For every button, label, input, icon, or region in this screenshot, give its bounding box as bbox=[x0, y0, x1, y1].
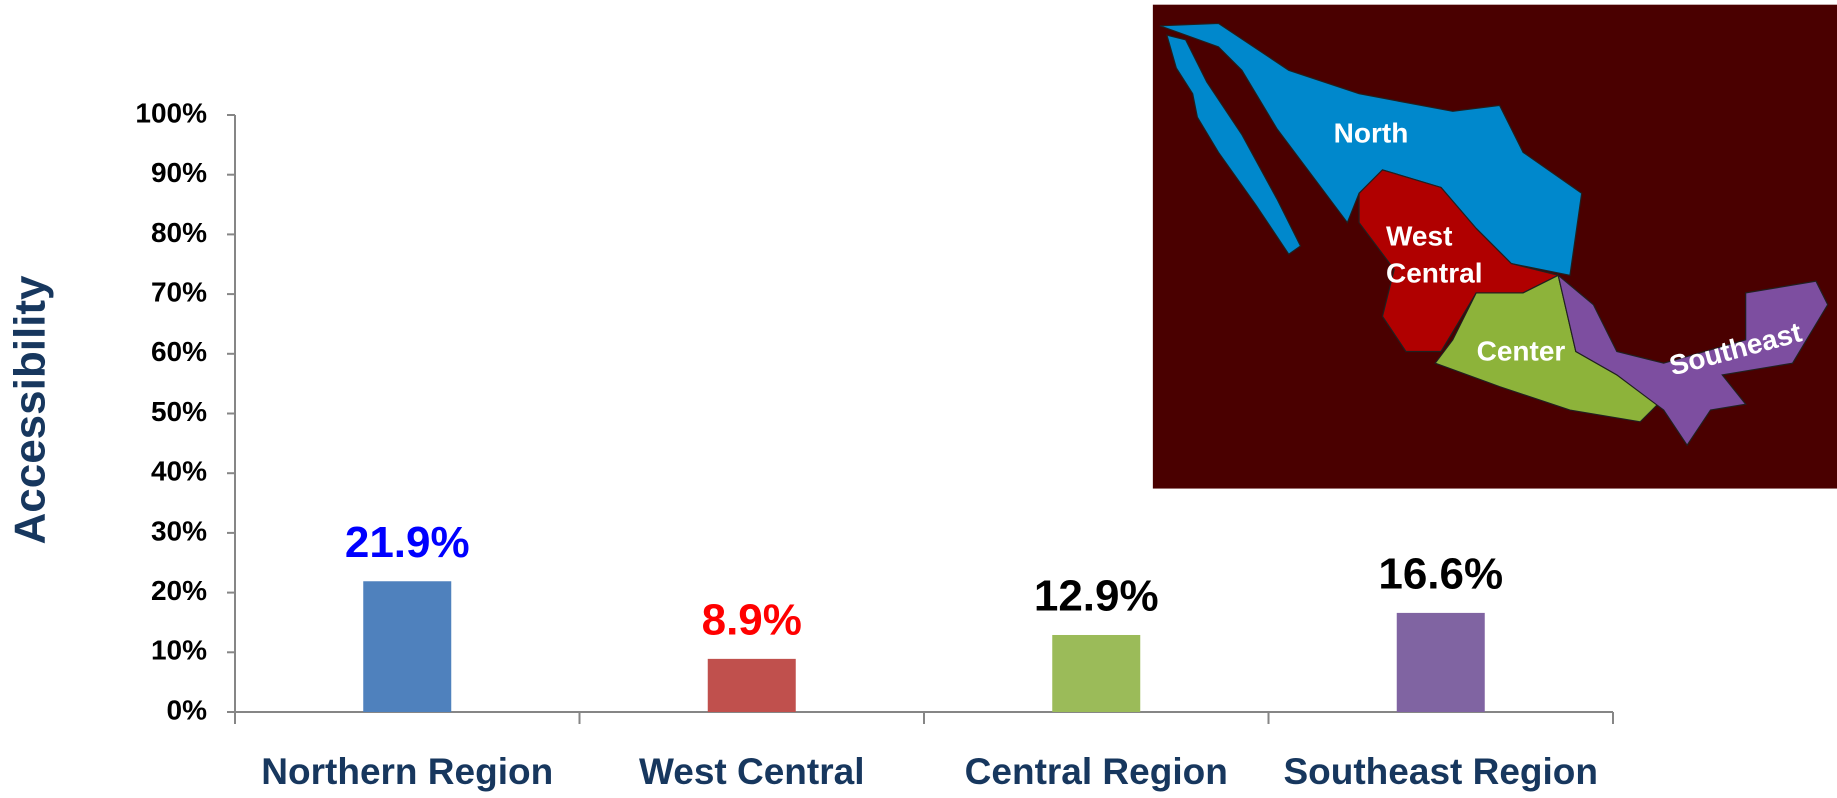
map-southeast bbox=[1557, 273, 1829, 447]
y-tick-label: 70% bbox=[151, 276, 207, 307]
y-tick-label: 100% bbox=[135, 97, 207, 128]
y-tick-label: 10% bbox=[151, 635, 207, 666]
y-tick-label: 50% bbox=[151, 396, 207, 427]
y-tick-label: 30% bbox=[151, 515, 207, 546]
value-label: 21.9% bbox=[345, 518, 470, 567]
map-center bbox=[1434, 274, 1665, 423]
map-baja bbox=[1166, 34, 1302, 256]
bar bbox=[1052, 634, 1141, 712]
y-tick-label: 20% bbox=[151, 575, 207, 606]
y-tick-label: 40% bbox=[151, 456, 207, 487]
map-label: Central bbox=[1386, 257, 1482, 288]
x-tick-label: Central Region bbox=[965, 751, 1228, 792]
value-label: 16.6% bbox=[1378, 550, 1503, 599]
x-tick-label: Southeast Region bbox=[1283, 751, 1598, 792]
x-tick-label: Northern Region bbox=[261, 751, 553, 792]
y-tick-label: 90% bbox=[151, 157, 207, 188]
value-label: 8.9% bbox=[702, 595, 802, 644]
map-label: West bbox=[1386, 220, 1452, 251]
bar bbox=[1396, 612, 1485, 712]
x-tick-label: West Central bbox=[639, 751, 865, 792]
bar bbox=[363, 581, 452, 712]
y-tick-label: 60% bbox=[151, 336, 207, 367]
y-tick-label: 0% bbox=[167, 694, 208, 725]
y-tick-label: 80% bbox=[151, 217, 207, 248]
map-label: Center bbox=[1477, 335, 1566, 366]
map-inset bbox=[1152, 4, 1837, 489]
y-axis-title: Accessibility bbox=[6, 275, 55, 545]
map-label: North bbox=[1334, 117, 1409, 148]
bar bbox=[707, 658, 796, 712]
value-label: 12.9% bbox=[1034, 572, 1159, 621]
